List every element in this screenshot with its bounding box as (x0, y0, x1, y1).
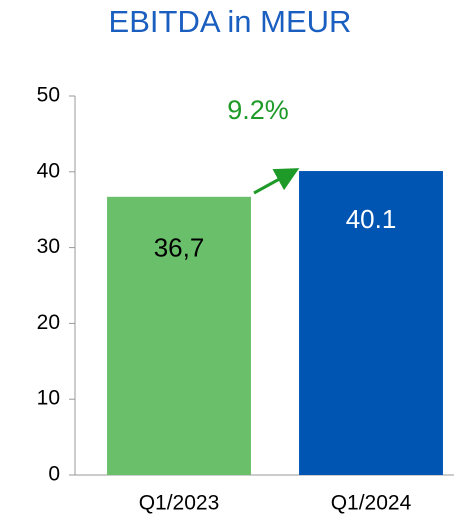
y-tick-label: 0 (48, 463, 60, 486)
value-label: 36,7 (154, 233, 205, 263)
value-label: 40.1 (346, 204, 397, 234)
annotation: 9.2% (227, 95, 289, 125)
y-tick-label: 40 (37, 159, 60, 182)
x-tick-label: Q1/2023 (139, 492, 220, 515)
arrow (253, 168, 300, 195)
y-tick-label: 50 (37, 84, 60, 107)
bar (107, 196, 251, 475)
y-tick-label: 20 (37, 311, 60, 334)
chart-title: EBITDA in MEUR (109, 4, 352, 39)
bar (299, 171, 443, 476)
y-tick-label: 10 (37, 387, 60, 410)
x-tick-label: Q1/2024 (331, 492, 412, 515)
y-tick-label: 30 (37, 235, 60, 258)
